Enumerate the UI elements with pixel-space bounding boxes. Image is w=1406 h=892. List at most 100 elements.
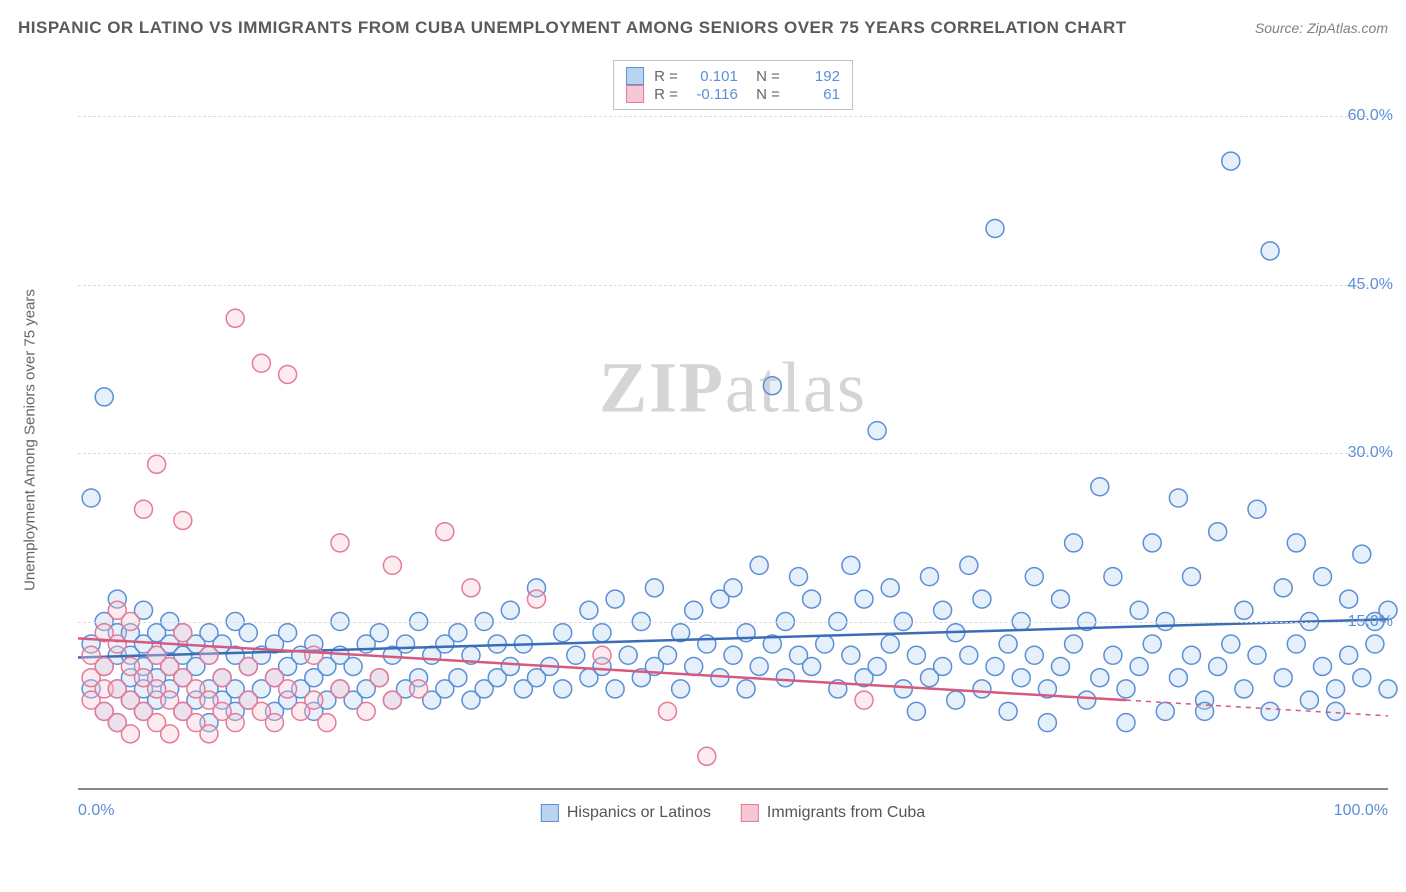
scatter-point [148,455,166,473]
plot-area: ZIPatlas R =0.101 N =192R =-0.116 N =61 … [78,60,1388,790]
legend-swatch [626,85,644,103]
stats-n-label: N = [748,68,780,85]
source-attribution: Source: ZipAtlas.com [1255,20,1388,36]
scatter-point [436,523,454,541]
scatter-point [724,646,742,664]
scatter-point [1222,635,1240,653]
scatter-point [1169,489,1187,507]
scatter-point [606,590,624,608]
scatter-point [907,646,925,664]
scatter-point [1012,669,1030,687]
scatter-point [1183,568,1201,586]
scatter-point [685,657,703,675]
scatter-point [593,646,611,664]
scatter-point [226,714,244,732]
legend-label: Hispanics or Latinos [567,804,711,822]
scatter-point [200,725,218,743]
scatter-point [266,714,284,732]
legend-item: Immigrants from Cuba [741,804,925,822]
scatter-point [161,725,179,743]
scatter-point [213,669,231,687]
x-tick-label: 100.0% [1334,802,1388,820]
scatter-point [750,657,768,675]
scatter-point [397,635,415,653]
scatter-point [1065,635,1083,653]
scatter-point [1117,680,1135,698]
scatter-point [803,657,821,675]
scatter-point [606,680,624,698]
scatter-point [750,556,768,574]
scatter-point [907,702,925,720]
stats-n-label: N = [748,86,780,103]
scatter-point [698,635,716,653]
scatter-point [580,601,598,619]
scatter-point [894,680,912,698]
scatter-point [1261,242,1279,260]
scatter-point [82,489,100,507]
scatter-point [1235,601,1253,619]
scatter-point [370,669,388,687]
scatter-point [1025,646,1043,664]
scatter-point [672,680,690,698]
scatter-point [1052,590,1070,608]
scatter-point [1261,702,1279,720]
scatter-point [934,657,952,675]
scatter-point [1366,635,1384,653]
scatter-point [790,568,808,586]
scatter-point [881,635,899,653]
y-tick-label: 15.0% [1348,613,1393,631]
scatter-point [1091,669,1109,687]
scatter-point [501,657,519,675]
scatter-point [1379,680,1397,698]
scatter-point [1104,568,1122,586]
scatter-point [868,422,886,440]
scatter-point [1117,714,1135,732]
scatter-point [960,646,978,664]
scatter-point [1143,534,1161,552]
scatter-point [410,680,428,698]
scatter-point [947,691,965,709]
gridline [78,622,1388,623]
scatter-point [659,702,677,720]
scatter-point [305,646,323,664]
scatter-point [698,747,716,765]
stats-n-value: 192 [790,68,840,85]
scatter-point [1287,635,1305,653]
scatter-point [1143,635,1161,653]
legend-swatch [626,67,644,85]
scatter-point [554,680,572,698]
stats-n-value: 61 [790,86,840,103]
scatter-point [1235,680,1253,698]
scatter-point [370,624,388,642]
scatter-point [383,691,401,709]
scatter-point [842,556,860,574]
scatter-point [1130,601,1148,619]
scatter-point [934,601,952,619]
legend-item: Hispanics or Latinos [541,804,711,822]
scatter-point [1104,646,1122,664]
scatter-point [279,365,297,383]
x-tick-label: 0.0% [78,802,114,820]
scatter-svg [78,60,1388,788]
scatter-point [383,556,401,574]
scatter-point [1340,646,1358,664]
stats-r-value: -0.116 [688,86,738,103]
scatter-point [528,590,546,608]
scatter-point [1209,657,1227,675]
scatter-point [960,556,978,574]
scatter-point [200,646,218,664]
chart-container: Unemployment Among Seniors over 75 years… [50,60,1390,820]
scatter-point [1222,152,1240,170]
scatter-point [174,511,192,529]
scatter-point [1314,657,1332,675]
legend-label: Immigrants from Cuba [767,804,925,822]
y-tick-label: 45.0% [1348,276,1393,294]
scatter-point [999,635,1017,653]
scatter-point [685,601,703,619]
scatter-point [1327,702,1345,720]
scatter-point [121,725,139,743]
bottom-legend: Hispanics or Latinos Immigrants from Cuba [541,804,925,822]
scatter-point [737,680,755,698]
scatter-point [305,691,323,709]
scatter-point [554,624,572,642]
